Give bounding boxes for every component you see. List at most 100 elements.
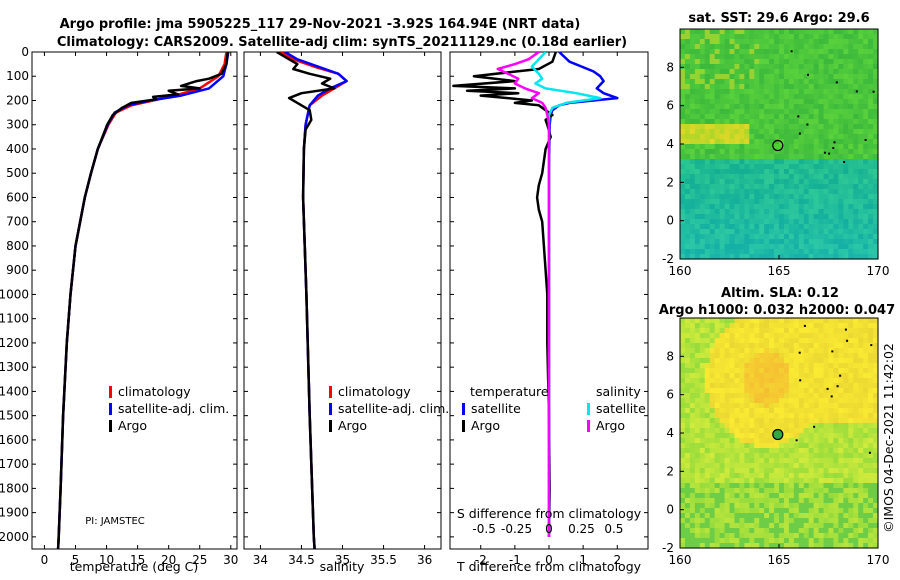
map-cell: [793, 39, 800, 45]
map-cell: [734, 79, 740, 85]
map-cell: [774, 453, 780, 459]
map-cell: [779, 348, 785, 354]
map-cell: [739, 543, 745, 549]
map-cell: [689, 453, 696, 459]
map-cell: [843, 229, 849, 235]
map-cell: [808, 453, 815, 459]
map-cell: [783, 358, 790, 364]
map-cell: [774, 438, 780, 444]
map-cell: [744, 134, 750, 140]
map-cell: [749, 518, 755, 524]
map-cell: [848, 403, 854, 409]
map-cell: [694, 189, 701, 195]
map-cell: [808, 54, 815, 60]
map-cell: [694, 463, 701, 469]
map-cell: [803, 64, 810, 70]
map-cell: [808, 74, 815, 80]
map-cell: [848, 89, 854, 95]
map-cell: [729, 249, 736, 255]
map-cell: [744, 523, 750, 529]
map-cell: [788, 453, 795, 459]
map-cell: [729, 478, 736, 484]
map-cell: [828, 189, 835, 195]
map-cell: [704, 234, 711, 240]
land-speck: [798, 351, 801, 354]
map-cell: [699, 214, 706, 220]
map-cell: [853, 488, 859, 494]
map-cell: [739, 368, 745, 374]
map-cell: [818, 378, 825, 384]
series-line-satellite-adj-clim-: [56, 52, 230, 549]
map-cell: [754, 498, 760, 504]
map-cell: [744, 423, 750, 429]
map-cell: [759, 104, 765, 110]
map-cell: [734, 54, 740, 60]
map-cell: [719, 393, 726, 399]
legend-swatch-satellite: [109, 403, 112, 415]
map-cell: [759, 189, 765, 195]
map-cell: [744, 358, 750, 364]
map-cell: [724, 383, 731, 389]
map-cell: [709, 69, 716, 75]
map-cell: [749, 488, 755, 494]
map-cell: [838, 244, 844, 250]
map-cell: [788, 393, 795, 399]
map-cell: [863, 498, 869, 504]
map-cell: [729, 523, 736, 529]
map-cell: [779, 478, 785, 484]
map-cell: [843, 478, 849, 484]
map-cell: [769, 403, 775, 409]
map-cell: [858, 114, 864, 120]
map-cell: [709, 94, 716, 100]
map-cell: [694, 528, 701, 534]
map-cell: [729, 54, 736, 60]
map-cell: [783, 189, 790, 195]
map-cell: [734, 249, 740, 255]
map-cell: [863, 124, 869, 130]
map-cell: [823, 219, 830, 225]
map-cell: [783, 109, 790, 115]
map-cell: [858, 503, 864, 509]
map-cell: [779, 323, 785, 329]
map-cell: [843, 543, 849, 549]
map-cell: [769, 119, 775, 125]
map-cell: [783, 124, 790, 130]
map-cell: [719, 229, 726, 235]
map-cell: [769, 503, 775, 509]
map-cell: [744, 333, 750, 339]
map-cell: [680, 94, 686, 100]
map-cell: [734, 468, 740, 474]
map-cell: [779, 503, 785, 509]
map-cell: [769, 189, 775, 195]
map-cell: [863, 249, 869, 255]
map-cell: [749, 214, 755, 220]
map-cell: [783, 463, 790, 469]
map-cell: [798, 343, 805, 349]
map-cell: [724, 104, 731, 110]
map-cell: [843, 114, 849, 120]
map-cell: [848, 348, 854, 354]
map-cell: [843, 199, 849, 205]
map-cell: [699, 368, 706, 374]
map-cell: [764, 39, 770, 45]
map-cell: [739, 54, 745, 60]
map-cell: [873, 323, 879, 329]
map-cell: [709, 428, 716, 434]
map-cell: [684, 378, 691, 384]
map-cell: [828, 169, 835, 175]
map-cell: [813, 229, 820, 235]
map-cell: [798, 328, 805, 334]
x-tick-label: 15: [130, 553, 145, 567]
map-cell: [734, 353, 740, 359]
map-cell: [699, 383, 706, 389]
map-cell: [729, 353, 736, 359]
map-cell: [774, 333, 780, 339]
map-cell: [868, 493, 874, 499]
map-cell: [843, 353, 849, 359]
map-cell: [759, 204, 765, 210]
map-cell: [818, 428, 825, 434]
map-cell: [694, 44, 701, 50]
map-cell: [853, 184, 859, 190]
map-cell: [793, 214, 800, 220]
map-cell: [858, 528, 864, 534]
